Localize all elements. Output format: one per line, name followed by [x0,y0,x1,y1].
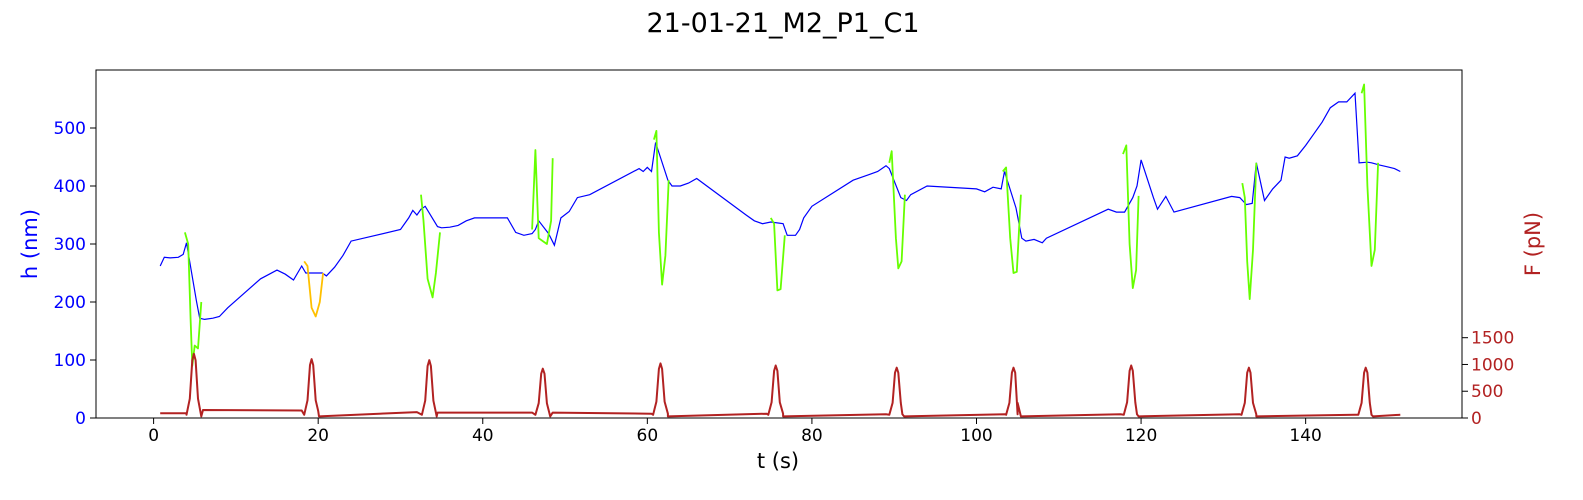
indentation-segment-9 [1241,162,1258,300]
indentation-segment-4 [653,130,670,286]
indentation-segment-3 [531,149,554,245]
y-right-axis: 0 500 1000 1500 [1462,329,1514,429]
y-right-tick-label: 0 [1471,409,1482,429]
indentation-segment-5 [770,217,786,292]
indentation-segment-7 [1002,166,1022,274]
x-axis-label: t (s) [757,449,799,473]
y-right-tick-label: 1500 [1471,329,1514,349]
y-right-axis-label: F (pN) [1521,212,1545,276]
y-right-tick-label: 1000 [1471,355,1514,375]
indentation-segment-2 [420,194,441,299]
y-right-tick-label: 500 [1471,382,1503,402]
y-left-tick-label: 0 [75,409,86,429]
x-tick-label: 0 [148,426,159,446]
y-left-tick-label: 300 [54,235,86,255]
plot-frame [95,69,1463,419]
y-left-axis: 0 100 200 300 400 500 [54,119,96,429]
force-series-line [160,352,1401,418]
height-series-line [159,91,1401,321]
y-left-tick-label: 100 [54,351,86,371]
chart-title: 21-01-21_M2_P1_C1 [646,8,919,39]
y-left-axis-label: h (nm) [18,209,42,279]
plot-lines [159,83,1401,418]
x-tick-label: 120 [1125,426,1157,446]
indentation-segment-6 [888,150,906,270]
indentation-segment-10 [1360,83,1379,267]
x-tick-label: 80 [801,426,823,446]
x-tick-label: 140 [1289,426,1321,446]
y-left-tick-label: 500 [54,119,86,139]
indentation-segment-1 [184,232,203,367]
indentation_alt-segment-1 [303,260,324,318]
indentation-segment-8 [1122,144,1140,289]
y-left-tick-label: 400 [54,177,86,197]
x-axis: 0 20 40 60 80 100 120 140 [148,418,1322,446]
x-tick-label: 40 [472,426,494,446]
x-tick-label: 60 [637,426,659,446]
x-tick-label: 100 [960,426,992,446]
x-tick-label: 20 [307,426,329,446]
y-left-tick-label: 200 [54,293,86,313]
